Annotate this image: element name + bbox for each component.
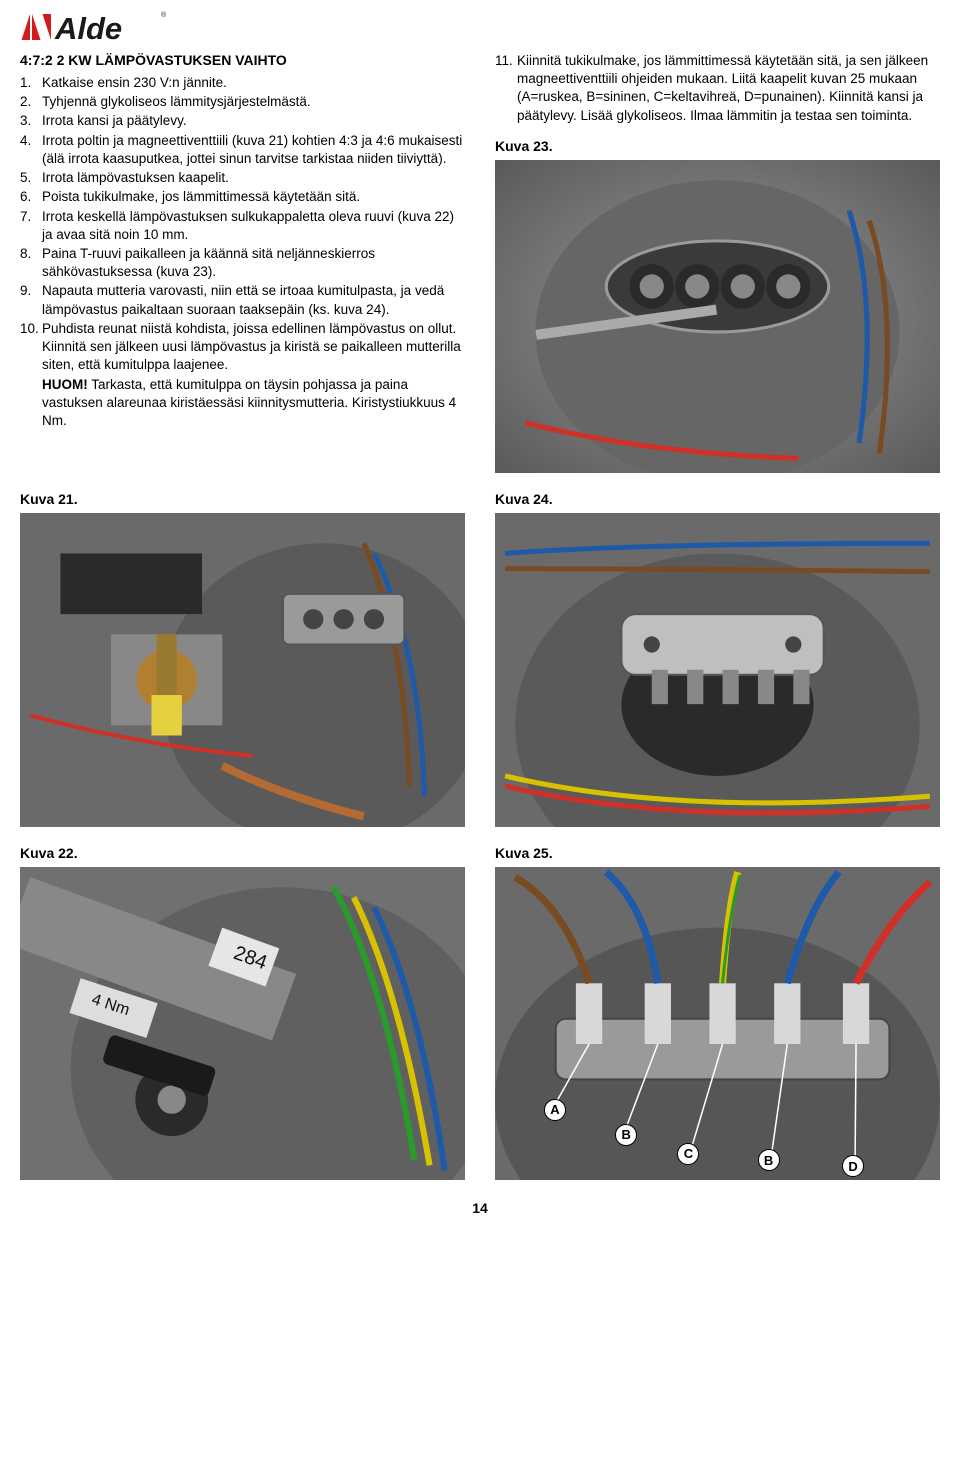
- step-item: 2.Tyhjennä glykoliseos lämmitysjärjestel…: [20, 93, 465, 111]
- page-number: 14: [20, 1200, 940, 1216]
- figure-photo-22: 284 4 Nm: [20, 867, 465, 1181]
- step-item: 3.Irrota kansi ja päätylevy.: [20, 112, 465, 130]
- step-item: 9.Napauta mutteria varovasti, niin että …: [20, 282, 465, 318]
- step-item: 4.Irrota poltin ja magneettiventtiili (k…: [20, 132, 465, 168]
- wire-letter-b2: B: [758, 1149, 780, 1171]
- figure-block-25: Kuva 25.: [495, 845, 940, 1181]
- figure-photo-21: [20, 513, 465, 827]
- figure-block-24: Kuva 24.: [495, 491, 940, 827]
- instructions-left: 4:7:2 2 KW LÄMPÖVASTUKSEN VAIHTO 1.Katka…: [20, 52, 465, 473]
- figure-photo-23: [495, 160, 940, 474]
- alde-logo: Alde ®: [20, 10, 170, 44]
- step-item: 10.Puhdista reunat niistä kohdista, jois…: [20, 320, 465, 375]
- figure-label-25: Kuva 25.: [495, 845, 940, 861]
- figure-label-24: Kuva 24.: [495, 491, 940, 507]
- logo-reg: ®: [161, 11, 167, 19]
- wire-letter-a: A: [544, 1099, 566, 1121]
- step-list: 1.Katkaise ensin 230 V:n jännite. 2.Tyhj…: [20, 74, 465, 430]
- step-item: 7.Irrota keskellä lämpövastuksen sulkuka…: [20, 208, 465, 244]
- step-item: 8.Paina T-ruuvi paikalleen ja käännä sit…: [20, 245, 465, 281]
- figure-photo-24: [495, 513, 940, 827]
- instructions-right: 11.Kiinnitä tukikulmake, jos lämmittimes…: [495, 52, 940, 473]
- huom-text: Tarkasta, että kumitulppa on täysin pohj…: [42, 377, 456, 428]
- figure-block-22: Kuva 22. 284 4 Nm: [20, 845, 465, 1181]
- figure-photo-25: A B C B D: [495, 867, 940, 1181]
- section-title: 4:7:2 2 KW LÄMPÖVASTUKSEN VAIHTO: [20, 52, 465, 68]
- figure-label-22: Kuva 22.: [20, 845, 465, 861]
- step-item-huom: HUOM! Tarkasta, että kumitulppa on täysi…: [20, 376, 465, 431]
- figure-block-21: Kuva 21.: [20, 491, 465, 827]
- step-item: 11.Kiinnitä tukikulmake, jos lämmittimes…: [495, 52, 940, 125]
- step-item: 5.Irrota lämpövastuksen kaapelit.: [20, 169, 465, 187]
- wire-letter-b: B: [615, 1124, 637, 1146]
- step-item: 1.Katkaise ensin 230 V:n jännite.: [20, 74, 465, 92]
- figure-label-21: Kuva 21.: [20, 491, 465, 507]
- figure-label-23: Kuva 23.: [495, 138, 940, 154]
- step-list-right: 11.Kiinnitä tukikulmake, jos lämmittimes…: [495, 52, 940, 125]
- logo-text: Alde: [54, 11, 122, 44]
- huom-label: HUOM!: [42, 377, 88, 392]
- step-item: 6.Poista tukikulmake, jos lämmittimessä …: [20, 188, 465, 206]
- logo-bar: Alde ®: [20, 10, 940, 44]
